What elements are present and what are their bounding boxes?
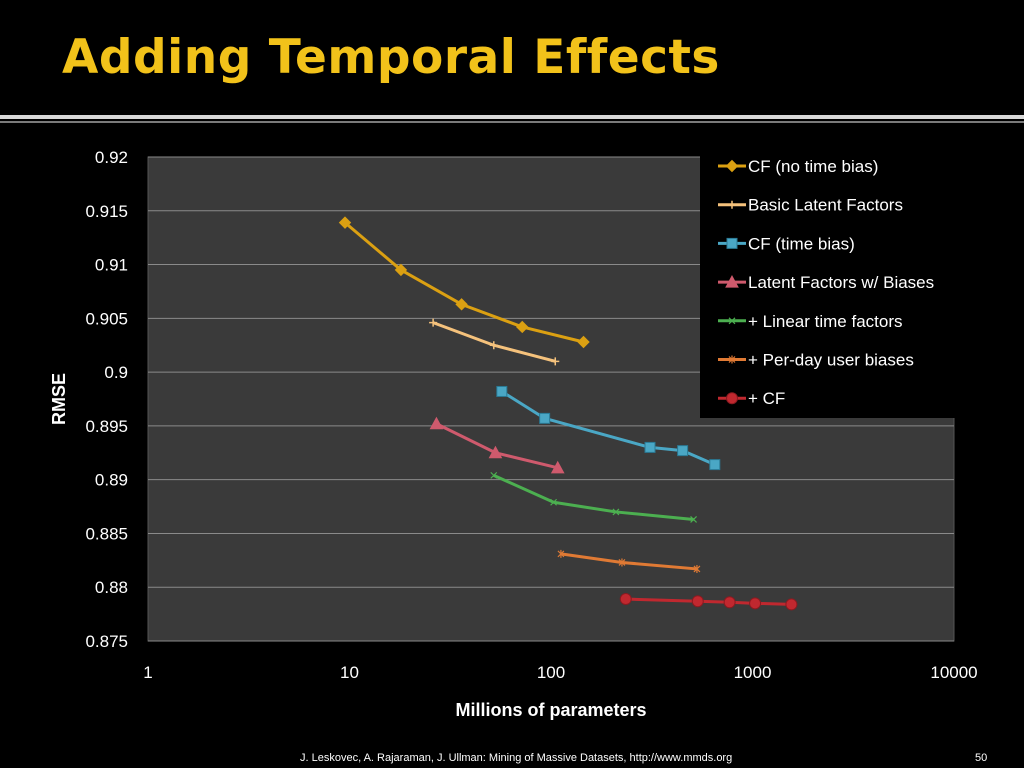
legend-swatch-marker <box>728 200 736 209</box>
chart-panel: 0.875 0.88 0.885 0.89 0.895 0.9 0.905 0.91 0.915… <box>27 136 999 734</box>
y-tick-label: 0.905 <box>85 309 128 328</box>
data-point <box>785 598 798 611</box>
x-axis-label: Millions of parameters <box>455 700 646 720</box>
data-point <box>455 298 468 311</box>
legend-label: CF (no time bias) <box>748 157 878 176</box>
y-tick-label: 0.88 <box>95 578 128 597</box>
legend-swatch-marker <box>725 275 739 288</box>
data-point <box>577 335 590 349</box>
data-point <box>749 597 762 610</box>
data-point <box>693 564 701 573</box>
data-point <box>496 385 508 397</box>
data-point <box>550 498 558 506</box>
data-point <box>429 416 444 430</box>
title-divider-shadow <box>0 121 1024 123</box>
y-tick-label: 0.91 <box>95 256 128 275</box>
legend-label: + Linear time factors <box>748 312 903 331</box>
y-axis-label: RMSE <box>49 373 69 425</box>
data-point <box>539 412 551 424</box>
legend-label: Basic Latent Factors <box>748 196 903 215</box>
data-point <box>690 516 697 523</box>
y-tick-label: 0.89 <box>95 471 128 490</box>
data-point <box>612 508 620 516</box>
legend-swatch-marker <box>725 159 739 173</box>
y-tick-label: 0.92 <box>95 148 128 167</box>
data-point <box>550 460 565 474</box>
legend-swatch-marker <box>728 355 736 364</box>
data-point <box>619 593 632 606</box>
y-tick-label: 0.875 <box>85 632 128 651</box>
legend-label: + CF <box>748 389 785 408</box>
slide-title: Adding Temporal Effects <box>62 30 720 85</box>
data-point <box>338 216 352 229</box>
data-point <box>490 471 498 479</box>
data-point <box>429 318 438 327</box>
data-point <box>723 596 736 609</box>
legend-label: Latent Factors w/ Biases <box>748 273 934 292</box>
y-tick-label: 0.885 <box>85 524 128 543</box>
title-divider <box>0 115 1024 119</box>
legend-swatch-marker <box>726 237 738 249</box>
data-point <box>618 558 626 567</box>
data-point <box>551 357 560 366</box>
data-point <box>644 441 656 453</box>
x-tick-label: 10000 <box>930 663 977 682</box>
data-point <box>677 445 689 457</box>
x-tick-label: 100 <box>537 663 565 682</box>
data-point <box>394 263 408 277</box>
legend-swatch-marker <box>728 317 736 325</box>
data-point <box>489 341 498 350</box>
y-tick-label: 0.915 <box>85 202 128 221</box>
x-tick-label: 1000 <box>734 663 772 682</box>
x-tick-label: 1 <box>143 663 152 682</box>
data-point <box>709 459 721 471</box>
legend-swatch-marker <box>726 392 738 405</box>
rmse-chart: 0.875 0.88 0.885 0.89 0.895 0.9 0.905 0.91 0.915… <box>27 136 999 734</box>
title-bar: Adding Temporal Effects <box>0 0 1024 115</box>
legend-label: CF (time bias) <box>748 234 855 253</box>
y-tick-label: 0.895 <box>85 417 128 436</box>
data-point <box>557 549 565 558</box>
legend-box <box>700 152 955 418</box>
data-point <box>516 320 529 334</box>
data-point <box>691 595 704 608</box>
x-tick-label: 10 <box>340 663 359 682</box>
legend-label: + Per-day user biases <box>748 351 914 370</box>
y-tick-label: 0.9 <box>104 363 128 382</box>
footer: J. Leskovec, A. Rajaraman, J. Ullman: Mi… <box>0 752 1024 768</box>
page-number: 50 <box>975 752 988 764</box>
footer-citation: J. Leskovec, A. Rajaraman, J. Ullman: Mi… <box>300 752 733 764</box>
series-line <box>493 473 694 521</box>
data-point <box>488 445 503 459</box>
